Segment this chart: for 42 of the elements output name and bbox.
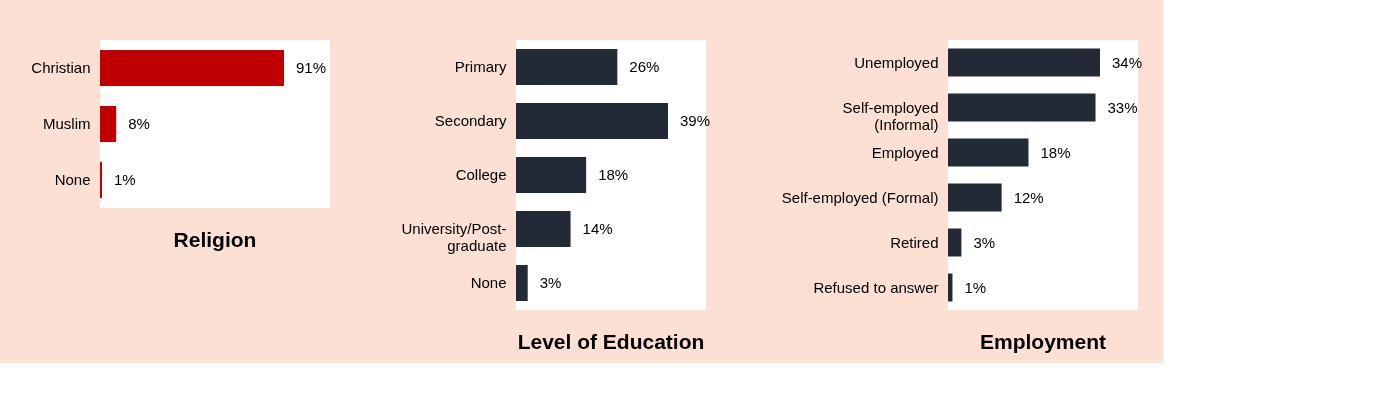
data-label: 18% [1040,143,1071,161]
y-tick-label: Secondary [434,112,507,129]
data-label: 34% [1112,53,1143,71]
y-tick-label: Unemployed [854,53,939,71]
bar [948,183,1002,212]
y-tick-label: Self-employed (Informal) [842,98,939,133]
data-label: 14% [582,220,613,237]
y-tick-label: Self-employed (Formal) [781,188,939,206]
y-tick-label: University/Post- graduate [401,220,507,254]
data-label: 33% [1107,98,1138,116]
bar [516,157,587,193]
bar [516,103,668,139]
y-tick-label: Employed [871,143,939,161]
data-label: 26% [629,58,660,75]
data-label: 3% [539,274,562,291]
data-label: 91% [296,59,327,76]
y-tick-label: None [470,274,507,291]
text: Religion [173,228,257,251]
bar [516,49,618,85]
y-tick-label: Primary [454,58,507,75]
data-label: 1% [964,278,987,296]
y-tick-label: Retired [890,233,939,251]
text: Level of Education [517,330,705,353]
y-tick-label: Christian [31,59,91,76]
y-tick-label: Muslim [43,115,91,132]
y-tick-label: College [455,166,507,183]
bar [948,228,962,257]
bar [948,138,1029,167]
bar [516,211,571,247]
data-label: 3% [973,233,996,251]
bar [948,93,1096,122]
text: Employment [979,330,1107,353]
y-tick-label: None [54,171,91,188]
data-label: 1% [114,171,136,188]
y-tick-label: Refused to answer [813,278,939,296]
data-label: 12% [1013,188,1044,206]
data-label: 18% [598,166,629,183]
bar [516,265,528,301]
bar [948,273,953,302]
bar [948,48,1100,77]
data-label: 8% [128,115,150,132]
data-label: 39% [680,112,711,129]
